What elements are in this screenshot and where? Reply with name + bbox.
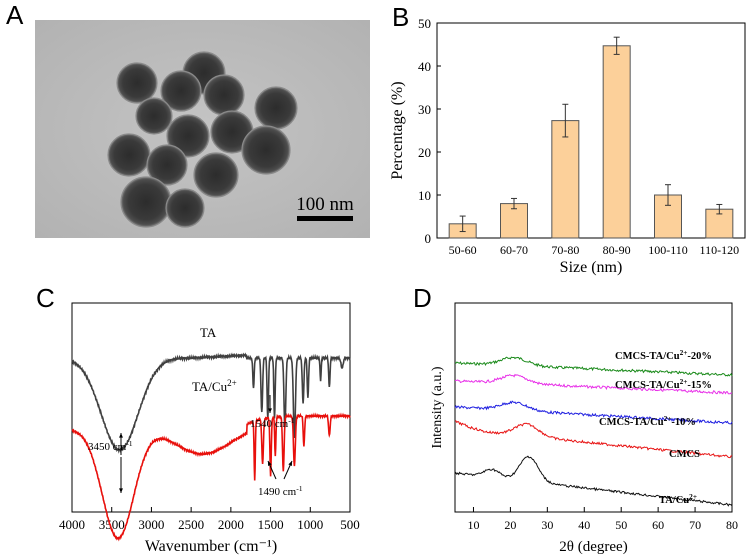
plot-frame [454,302,733,513]
x-tick-label: 60-70 [500,243,528,257]
chart-xrd: 10 20 30 40 50 60 70 80 CMCS-TA/Cu2+-20% CMCS-TA… [430,302,738,555]
arrow-1490-b-head [288,461,292,466]
xrd-line-ta-cu [454,455,733,507]
y-tick-label: 30 [418,102,431,117]
chart-ftir: 4000 3500 3000 2500 2000 1500 1000 500 TA TA/Cu2… [59,302,360,555]
x-axis-label: Wavenumber (cm⁻¹) [145,538,277,555]
series-label-ta: TA [200,325,217,340]
x-tick-label: 2500 [178,517,204,532]
arrow-3450-down-head [119,488,123,493]
x-tick-label: 40 [578,518,590,532]
x-tick-label: 1500 [258,517,284,532]
annotation-1490: 1490 cm-1 [258,484,303,499]
nanoparticle [160,70,202,112]
xrd-line-cmcs-ta-cu-15 [454,373,733,395]
x-tick-label: 70 [689,518,701,532]
x-tick-label: 50-60 [449,243,477,257]
arrow-1540-head [268,408,272,413]
nanoparticle [165,188,205,228]
x-tick-label: 1000 [297,517,323,532]
xrd-line-cmcs [454,420,733,459]
y-tick-label: 20 [418,145,431,160]
x-tick-label: 60 [652,518,664,532]
arrow-3450-up-head [119,433,123,438]
x-tick-label: 80 [726,518,738,532]
panel-letter-d: D [413,283,432,313]
scale-bar [297,216,353,221]
series-label-cmcs-ta-cu-15: CMCS-TA/Cu2+-15% [615,377,712,392]
x-tick-label: 4000 [59,517,85,532]
x-tick-label: 3000 [138,517,164,532]
plot-frame [71,302,351,513]
bar [551,120,580,239]
y-tick-label: 40 [418,59,431,74]
plot-frame [436,22,746,239]
x-tick-label: 500 [340,517,360,532]
panel-letter-a: A [6,0,24,30]
nanoparticle [166,114,210,158]
tem-micrograph: 100 nm [35,20,370,238]
x-tick-label: 10 [467,518,479,532]
series-label-cmcs: CMCS [669,449,700,460]
xrd-line-cmcs-ta-cu-20 [454,356,733,377]
nanoparticle [146,144,188,186]
nanoparticle [203,74,245,116]
nanoparticle [116,62,158,104]
scale-bar-label: 100 nm [296,194,354,215]
x-tick-label: 80-90 [603,243,631,257]
bar [500,203,528,239]
x-tick-label: 100-110 [648,243,688,257]
series-label-tacu: TA/Cu2+ [192,378,237,394]
bar [602,45,631,239]
nanoparticle [193,152,239,198]
series-label-cmcs-ta-cu-10: CMCS-TA/Cu2+-10% [599,414,696,429]
xrd-line-cmcs-ta-cu-10 [454,400,733,425]
nanoparticles [107,51,298,228]
tem-image: 100 nm [35,20,370,238]
x-tick-label: 30 [541,518,553,532]
series-label-ta-cu: TA/Cu2+ [659,492,697,507]
x-tick-label: 50 [615,518,627,532]
ta-spectrum-line [71,352,351,454]
x-tick-label: 3500 [99,517,125,532]
y-axis-label: Percentage (%) [389,81,406,179]
tacu-spectrum-line [71,412,351,542]
nanoparticle [107,133,151,177]
x-tick-label: 2000 [218,517,244,532]
chart-size-distribution: 0 10 20 30 40 50 50-60 60-70 70-80 80-90 100-110 11… [389,16,746,276]
nanoparticle [241,125,291,175]
annotation-1540: 1540 cm-1 [250,416,295,431]
panel-letter-b: B [392,2,410,32]
x-tick-label: 110-120 [700,243,740,257]
arrow-1490-a-head [268,461,272,466]
panel-letter-c: C [36,283,55,313]
x-tick-label: 20 [504,518,516,532]
x-tick-label: 70-80 [551,243,579,257]
nanoparticle [135,97,173,135]
series-label-cmcs-ta-cu-20: CMCS-TA/Cu2+-20% [615,348,712,363]
y-axis-label: Intensity (a.u.) [430,366,445,448]
nanoparticle [120,176,172,228]
x-axis-label: 2θ (degree) [559,539,627,555]
annotation-3450: 3450 cm-1 [88,439,133,454]
y-tick-label: 50 [418,16,431,31]
y-tick-label: 10 [418,188,431,203]
nanoparticle [254,86,298,130]
x-axis-label: Size (nm) [560,259,623,276]
y-tick-label: 0 [425,231,432,246]
